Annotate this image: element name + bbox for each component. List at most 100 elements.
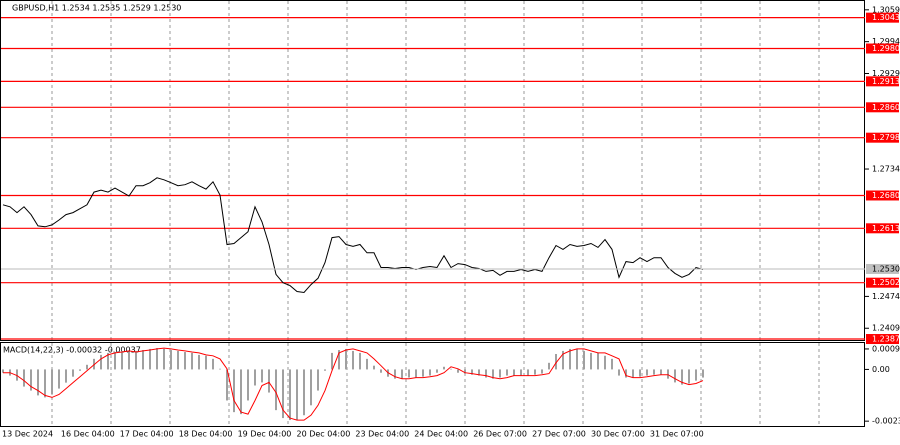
level-box bbox=[866, 12, 899, 23]
macd-bar bbox=[23, 369, 25, 387]
macd-bar bbox=[415, 369, 417, 378]
x-tick-label: 26 Dec 07:00 bbox=[473, 430, 527, 439]
macd-bar bbox=[457, 369, 459, 373]
macd-bar bbox=[93, 358, 95, 370]
macd-bar bbox=[219, 368, 221, 370]
macd-pane bbox=[0, 342, 865, 427]
macd-bar bbox=[520, 369, 522, 376]
x-tick-label: 13 Dec 2024 bbox=[2, 430, 53, 439]
x-tick-label: 31 Dec 07:00 bbox=[650, 430, 704, 439]
macd-bar bbox=[86, 364, 88, 370]
macd-bar bbox=[632, 369, 634, 378]
macd-title: MACD(14,22,3) -0.00032 -0.00037 bbox=[3, 346, 141, 355]
macd-bar bbox=[569, 348, 571, 370]
level-label: 1.2613 bbox=[872, 224, 900, 233]
macd-bar bbox=[135, 350, 137, 370]
macd-bar bbox=[310, 369, 312, 406]
y-tick-label: -0.00235 bbox=[872, 417, 900, 426]
macd-bar bbox=[681, 369, 683, 385]
macd-bar bbox=[639, 369, 641, 377]
macd-bar bbox=[156, 348, 158, 370]
level-box bbox=[866, 223, 899, 234]
macd-bar bbox=[65, 369, 67, 383]
macd-bar bbox=[660, 369, 662, 375]
macd-bar bbox=[177, 350, 179, 370]
macd-bar bbox=[331, 352, 333, 370]
macd-bar bbox=[373, 365, 375, 370]
macd-bar bbox=[345, 348, 347, 370]
macd-bar bbox=[58, 369, 60, 389]
macd-bar bbox=[499, 369, 501, 378]
x-tick-label: 27 Dec 07:00 bbox=[532, 430, 586, 439]
macd-bar bbox=[352, 350, 354, 370]
level-box bbox=[866, 76, 899, 87]
macd-bar bbox=[16, 369, 18, 381]
macd-bar bbox=[212, 358, 214, 370]
x-tick-label: 17 Dec 04:00 bbox=[120, 430, 174, 439]
macd-bar bbox=[394, 369, 396, 379]
macd-bar bbox=[625, 369, 627, 378]
macd-bar bbox=[674, 369, 676, 383]
level-box bbox=[866, 190, 899, 201]
macd-bar bbox=[289, 369, 291, 421]
macd-bar bbox=[555, 354, 557, 370]
y-tick-label: 1.3059 bbox=[872, 5, 900, 14]
x-tick-label: 16 Dec 04:00 bbox=[61, 430, 115, 439]
macd-bar bbox=[149, 348, 151, 370]
macd-bar bbox=[51, 369, 53, 395]
x-tick-label: 18 Dec 04:00 bbox=[179, 430, 233, 439]
macd-bar bbox=[429, 369, 431, 376]
macd-bar bbox=[618, 369, 620, 376]
level-box bbox=[866, 102, 899, 113]
macd-bar bbox=[226, 369, 228, 401]
macd-bar bbox=[576, 348, 578, 370]
macd-bar bbox=[366, 358, 368, 370]
y-tick-label: 1.2994 bbox=[872, 37, 900, 46]
macd-bar bbox=[590, 352, 592, 370]
level-box bbox=[866, 277, 899, 288]
x-tick-label: 30 Dec 07:00 bbox=[591, 430, 645, 439]
signal-line bbox=[3, 347, 704, 421]
macd-bar bbox=[436, 369, 438, 373]
macd-bar bbox=[688, 369, 690, 384]
level-label: 1.2980 bbox=[872, 44, 900, 53]
y-tick-label: 0.00093 bbox=[872, 344, 900, 353]
macd-bar bbox=[324, 369, 326, 371]
macd-bar bbox=[408, 369, 410, 378]
macd-bar bbox=[611, 358, 613, 370]
macd-bar bbox=[485, 369, 487, 378]
macd-bar bbox=[30, 369, 32, 391]
y-tick-label: 0.00 bbox=[872, 365, 890, 374]
macd-bar bbox=[478, 369, 480, 376]
macd-bar bbox=[282, 369, 284, 419]
macd-bar bbox=[548, 362, 550, 370]
macd-bar bbox=[604, 355, 606, 370]
level-label: 1.2387 bbox=[872, 335, 900, 344]
x-tick-label: 24 Dec 04:00 bbox=[414, 430, 468, 439]
macd-bar bbox=[240, 369, 242, 415]
macd-bar bbox=[464, 369, 466, 374]
macd-bar bbox=[702, 369, 704, 378]
macd-bar bbox=[142, 350, 144, 370]
macd-bar bbox=[492, 369, 494, 379]
macd-bar bbox=[163, 348, 165, 370]
macd-bar bbox=[667, 369, 669, 379]
macd-bar bbox=[184, 352, 186, 370]
level-label: 1.2502 bbox=[872, 278, 900, 287]
macd-bar bbox=[198, 354, 200, 370]
macd-bar bbox=[128, 352, 130, 370]
macd-bar bbox=[107, 352, 109, 370]
macd-bar bbox=[296, 369, 298, 421]
level-label: 1.2860 bbox=[872, 103, 900, 112]
macd-bar bbox=[261, 369, 263, 383]
level-label: 1.2913 bbox=[872, 77, 900, 86]
macd-bar bbox=[359, 352, 361, 370]
macd-bar bbox=[121, 350, 123, 370]
macd-bar bbox=[205, 355, 207, 370]
macd-bar bbox=[541, 369, 543, 374]
macd-bar bbox=[646, 369, 648, 376]
level-box bbox=[866, 132, 899, 143]
price-pane bbox=[0, 0, 865, 341]
macd-bar bbox=[275, 369, 277, 411]
